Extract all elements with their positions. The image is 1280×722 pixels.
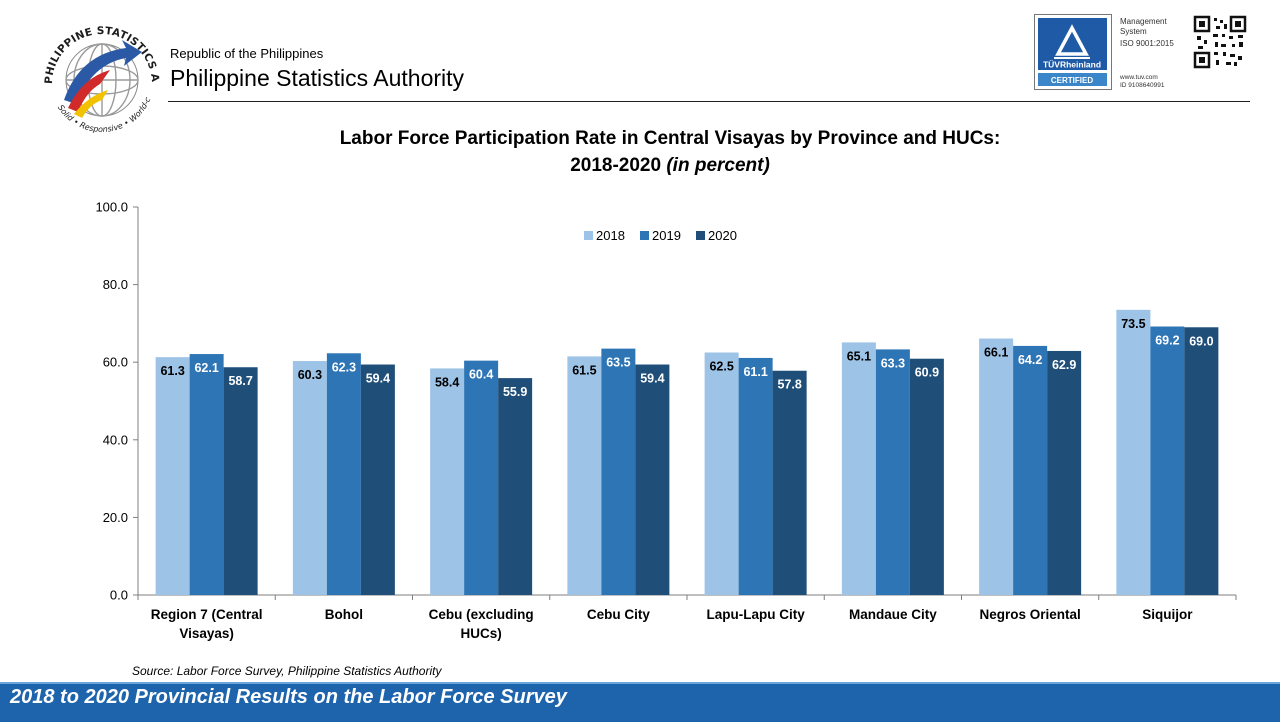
data-label: 58.4	[435, 375, 459, 389]
bar-2018	[155, 357, 190, 595]
source-note: Source: Labor Force Survey, Philippine S…	[132, 664, 442, 678]
x-category-label: Siquijor	[1142, 607, 1193, 622]
legend-label: 2019	[652, 228, 681, 243]
data-label: 62.5	[709, 360, 733, 374]
y-tick-label: 40.0	[103, 432, 128, 447]
chart-title-years: 2018-2020	[570, 155, 662, 176]
bar-2019	[464, 360, 499, 595]
header-republic: Republic of the Philippines	[170, 46, 324, 61]
bar-2020	[1184, 327, 1219, 595]
data-label: 60.4	[469, 368, 493, 382]
data-label: 62.3	[332, 360, 356, 374]
bar-2020	[772, 370, 807, 595]
bar-2020	[360, 364, 395, 595]
chart-title-units: (in percent)	[666, 155, 770, 176]
data-label: 62.9	[1052, 358, 1076, 372]
chart-title-line2: 2018-2020 (in percent)	[0, 155, 1280, 177]
x-category-label: HUCs)	[460, 626, 501, 641]
bar-2018	[841, 342, 876, 595]
bar-2019	[875, 349, 910, 595]
x-category-label: Cebu (excluding	[429, 607, 534, 622]
legend-swatch-2020	[696, 231, 705, 240]
data-label: 60.9	[915, 366, 939, 380]
bar-2019	[1013, 345, 1048, 595]
chart-title-line1: Labor Force Participation Rate in Centra…	[339, 128, 1001, 149]
legend-swatch-2018	[584, 231, 593, 240]
data-label: 63.5	[606, 356, 630, 370]
bar-2019	[601, 348, 636, 595]
legend-label: 2020	[708, 228, 737, 243]
data-label: 69.0	[1189, 334, 1213, 348]
certification-badge: TÜVRheinland CERTIFIED Management System…	[1034, 14, 1247, 90]
data-label: 60.3	[298, 368, 322, 382]
x-category-label: Lapu-Lapu City	[707, 607, 806, 622]
x-category-label: Negros Oriental	[979, 607, 1080, 622]
x-category-label: Bohol	[325, 607, 363, 622]
cert-system-line1: Management	[1120, 17, 1167, 26]
data-label: 61.3	[160, 364, 184, 378]
legend-swatch-2019	[640, 231, 649, 240]
y-tick-label: 80.0	[103, 277, 128, 292]
psa-logo: PHILIPPINE STATISTICS AUTHORITY Solid • …	[30, 8, 161, 134]
bar-2020	[909, 358, 944, 595]
data-label: 58.7	[228, 374, 252, 388]
qr-code-icon	[1193, 15, 1247, 69]
bar-2018	[430, 368, 465, 595]
y-tick-label: 100.0	[95, 200, 128, 215]
x-category-label: Cebu City	[587, 607, 650, 622]
data-label: 66.1	[984, 346, 1008, 360]
bar-2018	[292, 361, 327, 595]
data-label: 61.1	[743, 365, 767, 379]
bar-2018	[567, 356, 602, 595]
bar-2020	[635, 364, 670, 595]
bar-2020	[498, 378, 533, 595]
cert-brand: TÜVRheinland	[1043, 60, 1101, 70]
data-label: 64.2	[1018, 353, 1042, 367]
legend-label: 2018	[596, 228, 625, 243]
x-category-label: Region 7 (Central	[151, 607, 263, 622]
cert-website: www.tuv.com	[1119, 74, 1158, 81]
bar-2020	[223, 367, 258, 595]
bar-2019	[189, 354, 224, 595]
header-divider	[168, 101, 1250, 102]
data-label: 73.5	[1121, 317, 1145, 331]
x-category-label: Visayas)	[179, 626, 234, 641]
data-label: 59.4	[366, 372, 390, 386]
header-agency: Philippine Statistics Authority	[170, 65, 465, 91]
y-tick-label: 60.0	[103, 355, 128, 370]
y-tick-label: 0.0	[110, 588, 128, 603]
bar-2018	[704, 352, 739, 595]
bar-2019	[738, 357, 773, 595]
data-label: 69.2	[1155, 334, 1179, 348]
bar-2018	[979, 338, 1014, 595]
data-label: 62.1	[194, 361, 218, 375]
data-label: 65.1	[847, 349, 871, 363]
cert-id: ID 9108640991	[1120, 82, 1165, 89]
x-category-label: Mandaue City	[849, 607, 937, 622]
cert-standard: ISO 9001:2015	[1120, 39, 1174, 48]
data-label: 57.8	[777, 378, 801, 392]
data-label: 63.3	[881, 356, 905, 370]
data-label: 61.5	[572, 363, 596, 377]
cert-certified: CERTIFIED	[1051, 76, 1093, 85]
bar-chart: 0.0 20.0 40.0 60.0 80.0 100.0 61.3 62.1 58.7 Regi…	[95, 200, 1237, 641]
bar-2018	[1116, 309, 1151, 595]
footer-title: 2018 to 2020 Provincial Results on the L…	[10, 686, 567, 708]
data-label: 59.4	[640, 372, 664, 386]
cert-system-line2: System	[1120, 27, 1147, 36]
y-tick-label: 20.0	[103, 510, 128, 525]
data-label: 55.9	[503, 385, 527, 399]
footer-bar	[0, 682, 1280, 722]
bar-2020	[1047, 350, 1082, 595]
bar-2019	[1150, 326, 1185, 595]
bar-2019	[326, 353, 361, 595]
